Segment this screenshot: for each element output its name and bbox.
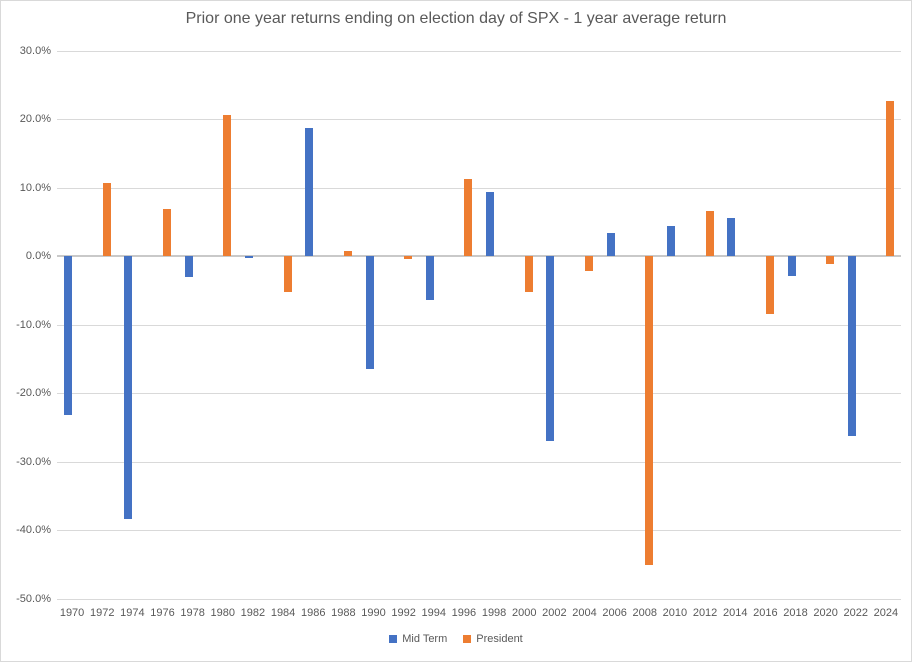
bar-mid-term-1986 [305, 127, 314, 256]
bar-president-1980 [223, 114, 232, 256]
y-axis-tick-label: -30.0% [16, 455, 51, 468]
bar-president-1972 [102, 182, 111, 256]
x-axis-tick-label: 2004 [572, 607, 597, 619]
bar-president-2008 [645, 256, 654, 565]
x-axis-tick-label: 1974 [120, 607, 145, 619]
bar-mid-term-2006 [606, 233, 615, 256]
bar-president-1976 [163, 208, 171, 256]
bar-president-2000 [524, 256, 533, 293]
legend-item-mid-term: Mid Term [389, 633, 447, 645]
gridline [57, 461, 901, 463]
legend-item-president: President [463, 633, 523, 645]
legend: Mid Term President [1, 633, 911, 645]
gridline [57, 530, 901, 531]
bar-mid-term-1978 [184, 256, 193, 278]
legend-label: President [476, 633, 523, 645]
x-axis-tick-label: 1992 [391, 607, 416, 619]
gridline [57, 50, 901, 52]
y-axis-tick-label: -40.0% [16, 524, 51, 536]
bar-president-2024 [886, 100, 895, 256]
x-axis-tick-label: 2010 [662, 607, 688, 619]
legend-swatch-icon [463, 635, 472, 643]
x-axis-tick-label: 1976 [150, 607, 175, 619]
legend-label: Mid Term [402, 633, 448, 645]
gridline [57, 187, 901, 189]
y-axis-tick-label: -50.0% [16, 592, 51, 605]
y-axis-tick-label: 10.0% [19, 181, 51, 194]
x-axis-tick-label: 1990 [361, 607, 386, 619]
x-axis-tick-label: 1984 [270, 607, 296, 619]
x-axis-tick-label: 1996 [451, 607, 477, 619]
bar-mid-term-2010 [666, 225, 675, 256]
y-axis-tick-label: 20.0% [19, 113, 51, 125]
bar-president-1988 [343, 251, 352, 256]
x-axis-tick-label: 1986 [300, 607, 326, 619]
bar-mid-term-2018 [787, 256, 796, 276]
bar-president-2004 [585, 256, 593, 272]
x-axis-tick-label: 2012 [692, 607, 718, 619]
gridline [57, 393, 901, 394]
bar-mid-term-1990 [365, 256, 374, 370]
bar-mid-term-2002 [546, 256, 555, 441]
bar-president-2016 [765, 256, 774, 315]
x-axis-tick-label: 2020 [813, 607, 838, 619]
x-axis-tick-label: 1970 [59, 607, 85, 619]
gridline [57, 324, 901, 326]
bar-mid-term-1982 [244, 256, 253, 259]
x-axis-tick-label: 2016 [753, 607, 778, 619]
bar-mid-term-1974 [124, 256, 133, 520]
x-axis-tick-label: 1980 [210, 607, 236, 619]
gridline [57, 119, 901, 120]
bar-president-2020 [826, 256, 835, 264]
x-axis-tick-label: 1978 [180, 607, 205, 619]
x-axis-tick-label: 1994 [421, 607, 447, 619]
x-axis-tick-label: 1972 [89, 607, 115, 619]
bar-mid-term-1970 [64, 256, 73, 415]
x-axis-zero-line [57, 255, 901, 257]
x-axis-tick-label: 2024 [873, 607, 899, 619]
bar-mid-term-1998 [486, 192, 495, 256]
chart-title: Prior one year returns ending on electio… [185, 10, 727, 27]
x-axis-tick-label: 2006 [602, 607, 627, 619]
x-axis-tick-label: 2002 [542, 607, 567, 619]
bar-president-1992 [404, 256, 413, 259]
legend-swatch-icon [389, 635, 398, 643]
x-axis-tick-label: 1988 [331, 607, 356, 619]
x-axis-tick-label: 2018 [783, 607, 808, 619]
x-axis-tick-label: 2000 [511, 607, 537, 619]
x-axis-tick-label: 2008 [632, 607, 658, 619]
bar-president-1984 [283, 256, 292, 293]
x-axis-tick-label: 2014 [722, 607, 748, 619]
x-axis-tick-label: 1982 [240, 607, 266, 619]
bar-mid-term-1994 [425, 256, 434, 300]
y-axis-tick-label: 0.0% [25, 250, 51, 262]
x-axis-tick-label: 2022 [843, 607, 869, 619]
y-axis-tick-label: -10.0% [16, 318, 51, 331]
gridline [57, 598, 901, 600]
bar-president-2012 [705, 211, 714, 256]
x-axis-tick-label: 1998 [481, 607, 507, 619]
y-axis-tick-label: 30.0% [19, 44, 51, 57]
bar-president-1996 [464, 179, 473, 256]
bar-mid-term-2022 [847, 256, 856, 437]
bar-mid-term-2014 [727, 218, 736, 256]
y-axis-tick-label: -20.0% [16, 387, 51, 399]
